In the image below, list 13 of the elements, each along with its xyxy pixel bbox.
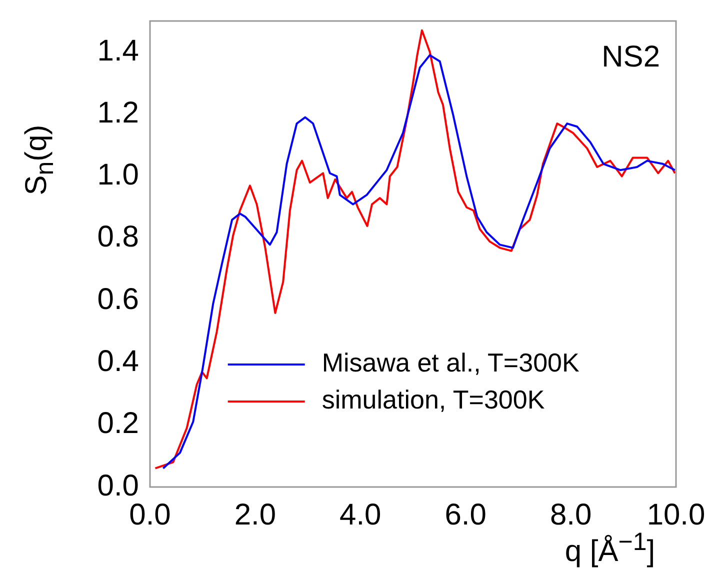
y-tick-label: 0.2	[97, 407, 139, 440]
legend-label: Misawa et al., T=300K	[322, 348, 580, 378]
y-tick-label: 0.6	[97, 282, 139, 316]
x-tick-label: 2.0	[234, 498, 276, 532]
y-tick-label: 1.4	[97, 34, 139, 68]
y-tick-label: 1.0	[97, 158, 139, 192]
legend-label: simulation, T=300K	[322, 384, 546, 415]
y-tick-label: 0.8	[97, 220, 139, 254]
x-tick-label: 6.0	[444, 498, 486, 532]
y-tick-label: 0.4	[97, 345, 139, 378]
annotation: NS2	[602, 40, 660, 74]
y-tick-label: 1.2	[97, 96, 139, 130]
x-tick-label: 4.0	[340, 498, 382, 532]
